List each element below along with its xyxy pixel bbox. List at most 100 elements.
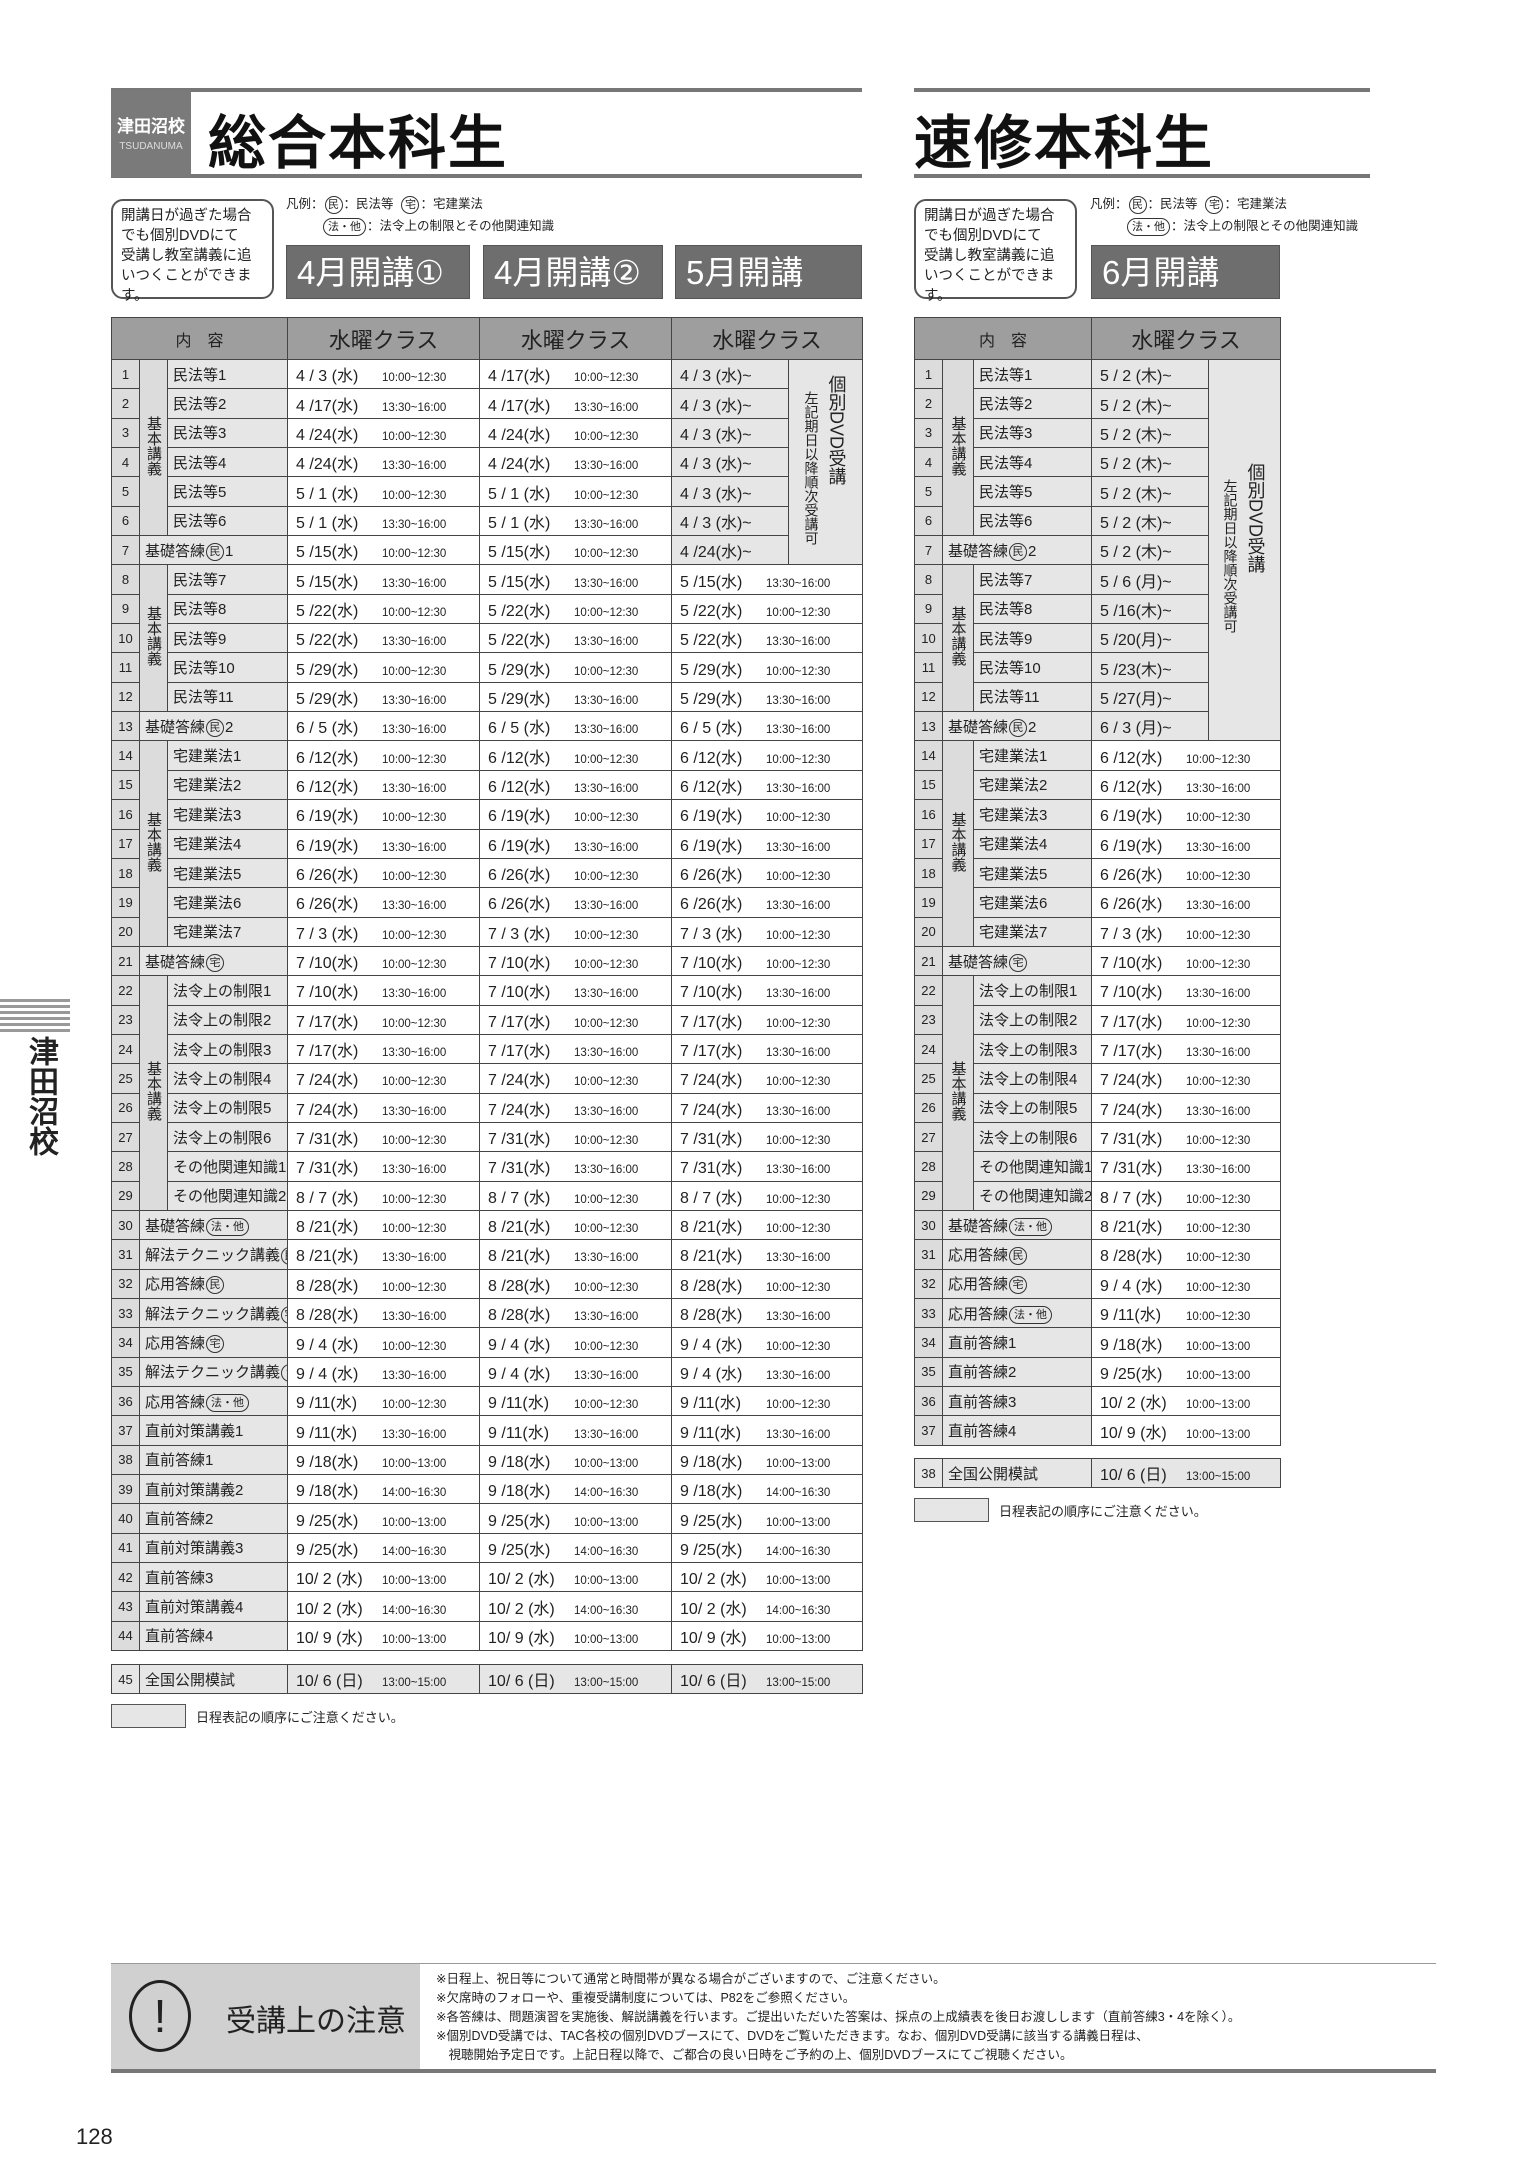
schedule-date: 9 /11(水) <box>296 1424 358 1442</box>
lecture-name: 民法等10 <box>979 660 1041 678</box>
schedule-date: 10/ 2 (水) <box>488 1600 555 1618</box>
schedule-cell: 7 /31(水) 13:30~16:00 <box>287 1151 481 1182</box>
lecture-label: 応用答練 法・他 <box>941 1297 1093 1329</box>
dvd-start-date: 5 / 2 (木)~ <box>1091 505 1210 537</box>
schedule-date: 10/ 2 (水) <box>296 1600 363 1618</box>
schedule-time: 13:30~16:00 <box>382 782 447 795</box>
schedule-cell: 9 /18(水) 10:00~13:00 <box>287 1444 481 1476</box>
schedule-time: 13:30~16:00 <box>574 1369 639 1382</box>
schedule-cell: 5 /29(水) 13:30~16:00 <box>479 681 673 713</box>
group-label: 基本講義 <box>139 358 168 537</box>
schedule-date: 7 /10(水) <box>1100 984 1163 1002</box>
schedule-time: 13:30~16:00 <box>1186 782 1251 795</box>
schedule-time: 10:00~13:00 <box>766 1516 831 1529</box>
table-row: 25 法令上の制限4 7 /24(水) 10:00~12:30 <box>914 1063 1282 1094</box>
schedule-time: 13:30~16:00 <box>574 782 639 795</box>
note-line: ※個別DVD受講では、TAC各校の個別DVDブースにて、DVDをご覧いただきます… <box>436 2029 1149 2043</box>
dvd-start-date: 5 / 6 (月)~ <box>1091 564 1210 595</box>
schedule-date: 5 / 1 (水) <box>296 514 359 532</box>
lecture-name: 宅建業法1 <box>979 748 1048 766</box>
dvd-start-date: 5 /20(月)~ <box>1091 623 1210 654</box>
schedule-date: 6 /19(水) <box>296 808 359 826</box>
schedule-date: 7 /10(水) <box>488 984 551 1002</box>
schedule-cell: 7 /31(水) 13:30~16:00 <box>671 1151 864 1182</box>
lecture-label: 応用答練宅 <box>138 1327 289 1358</box>
schedule-date: 10/ 9 (水) <box>1100 1424 1167 1442</box>
schedule-time: 13:30~16:00 <box>766 1164 831 1177</box>
swatch-note: 日程表記の順序にご注意ください。 <box>196 1710 404 1725</box>
schedule-time: 13:30~16:00 <box>382 518 447 531</box>
schedule-time: 13:30~16:00 <box>766 1105 831 1118</box>
schedule-date: 6 /12(水) <box>296 749 359 767</box>
lecture-name: その他関連知識2 <box>173 1188 287 1206</box>
schedule-cell: 8 /28(水) 10:00~12:30 <box>287 1268 481 1300</box>
schedule-time: 13:30~16:00 <box>574 724 639 737</box>
schedule-date: 7 /17(水) <box>488 1043 551 1061</box>
lecture-name: 直前答練1 <box>145 1452 214 1470</box>
schedule-time: 13:30~16:00 <box>574 1164 639 1177</box>
lecture-name: 民法等5 <box>173 484 227 502</box>
row-number: 4 <box>914 447 943 478</box>
lecture-name: 解法テクニック講義 <box>145 1364 281 1382</box>
legend-text: ：民法等 <box>343 197 394 211</box>
schedule-date: 9 /18(水) <box>296 1483 359 1501</box>
right-course-title: 速修本科生 <box>914 111 1215 176</box>
schedule-time: 13:30~16:00 <box>766 1252 831 1265</box>
schedule-date: 6 /12(水) <box>680 749 743 767</box>
schedule-time: 10:00~13:00 <box>766 1633 831 1646</box>
note-line: ※日程上、祝日等について通常と時間帯が異なる場合がございますので、ご注意ください… <box>436 1972 946 1986</box>
schedule-cell: 5 / 1 (水) 13:30~16:00 <box>479 505 673 537</box>
schedule-date: 10/ 6 (日) <box>1100 1467 1167 1485</box>
lecture-label: 基礎答練民 1 <box>138 535 289 566</box>
schedule-date: 7 /10(水) <box>296 955 359 973</box>
lecture-label: 直前答練2 <box>941 1356 1093 1388</box>
schedule-cell: 9 /18(水) 10:00~13:00 <box>479 1444 673 1476</box>
lecture-name: 基礎答練 <box>948 953 1009 971</box>
schedule-cell: 6 / 5 (水) 13:30~16:00 <box>479 711 673 742</box>
table-row: 5 民法等5 5 / 1 (水) 10:00~12:30 5 / 1 (水) 10:00~… <box>111 476 863 507</box>
schedule-time: 13:30~16:00 <box>574 518 639 531</box>
lecture-label: 直前答練3 <box>941 1386 1093 1417</box>
table-row: 3 民法等3 4 /24(水) 10:00~12:30 4 /24(水) 10:00~12… <box>111 417 863 449</box>
lecture-label: 応用答練民 <box>138 1268 289 1300</box>
schedule-cell: 6 /12(水) 10:00~12:30 <box>1091 740 1282 771</box>
schedule-time: 13:30~16:00 <box>574 1311 639 1324</box>
schedule-time: 10:00~13:00 <box>382 1633 447 1646</box>
schedule-time: 13:30~16:00 <box>574 841 639 854</box>
schedule-time: 13:30~16:00 <box>1186 1105 1251 1118</box>
schedule-date: 5 /22(水) <box>680 632 743 650</box>
schedule-cell: 10/ 6 (日) 13:00~15:00 <box>671 1663 864 1695</box>
schedule-date: 6 /26(水) <box>680 867 743 885</box>
row-number: 33 <box>111 1297 140 1329</box>
schedule-cell: 7 / 3 (水) 10:00~12:30 <box>479 916 673 947</box>
table-row: 18 宅建業法5 6 /26(水) 10:00~12:30 <box>914 857 1282 889</box>
schedule-time: 10:00~12:30 <box>1186 929 1251 942</box>
schedule-cell: 6 /19(水) 10:00~12:30 <box>479 799 673 830</box>
legend-prefix: 凡例： <box>286 197 324 211</box>
lecture-name: 基礎答練 <box>145 1217 206 1235</box>
lecture-name: 直前対策講義2 <box>145 1481 244 1499</box>
group-label-text: 基本講義 <box>949 1061 967 1122</box>
lecture-name: 法令上の制限1 <box>173 982 272 1000</box>
row-number: 13 <box>914 711 943 742</box>
schedule-time: 10:00~12:30 <box>382 606 447 619</box>
schedule-time: 10:00~12:30 <box>574 929 639 942</box>
schedule-date: 7 /17(水) <box>680 1043 743 1061</box>
group-label: 基本講義 <box>942 564 974 713</box>
schedule-date: 8 /28(水) <box>488 1307 551 1325</box>
legend-text: ：宅建業法 <box>420 197 483 211</box>
schedule-time: 13:30~16:00 <box>766 841 831 854</box>
lecture-suffix: 2 <box>1028 542 1037 560</box>
schedule-time: 13:30~16:00 <box>766 1311 831 1324</box>
lecture-label: 民法等5 <box>972 476 1093 507</box>
lecture-name: 法令上の制限3 <box>979 1041 1078 1059</box>
schedule-date: 6 /12(水) <box>1100 749 1163 767</box>
schedule-time: 10:00~12:30 <box>574 1340 639 1353</box>
lecture-name: 応用答練 <box>145 1393 206 1411</box>
table-row: 36 応用答練 法・他 9 /11(水) 10:00~12:30 9 /11(水) 10:0… <box>111 1386 864 1417</box>
schedule-date: 4 /24(水) <box>488 456 551 474</box>
table-row: 2 民法等2 5 / 2 (木)~ <box>914 388 1281 419</box>
class-header: 水曜クラス <box>479 317 673 360</box>
dvd-start-date: 4 / 3 (水)~ <box>671 447 790 478</box>
lecture-label: 宅建業法5 <box>166 857 289 889</box>
